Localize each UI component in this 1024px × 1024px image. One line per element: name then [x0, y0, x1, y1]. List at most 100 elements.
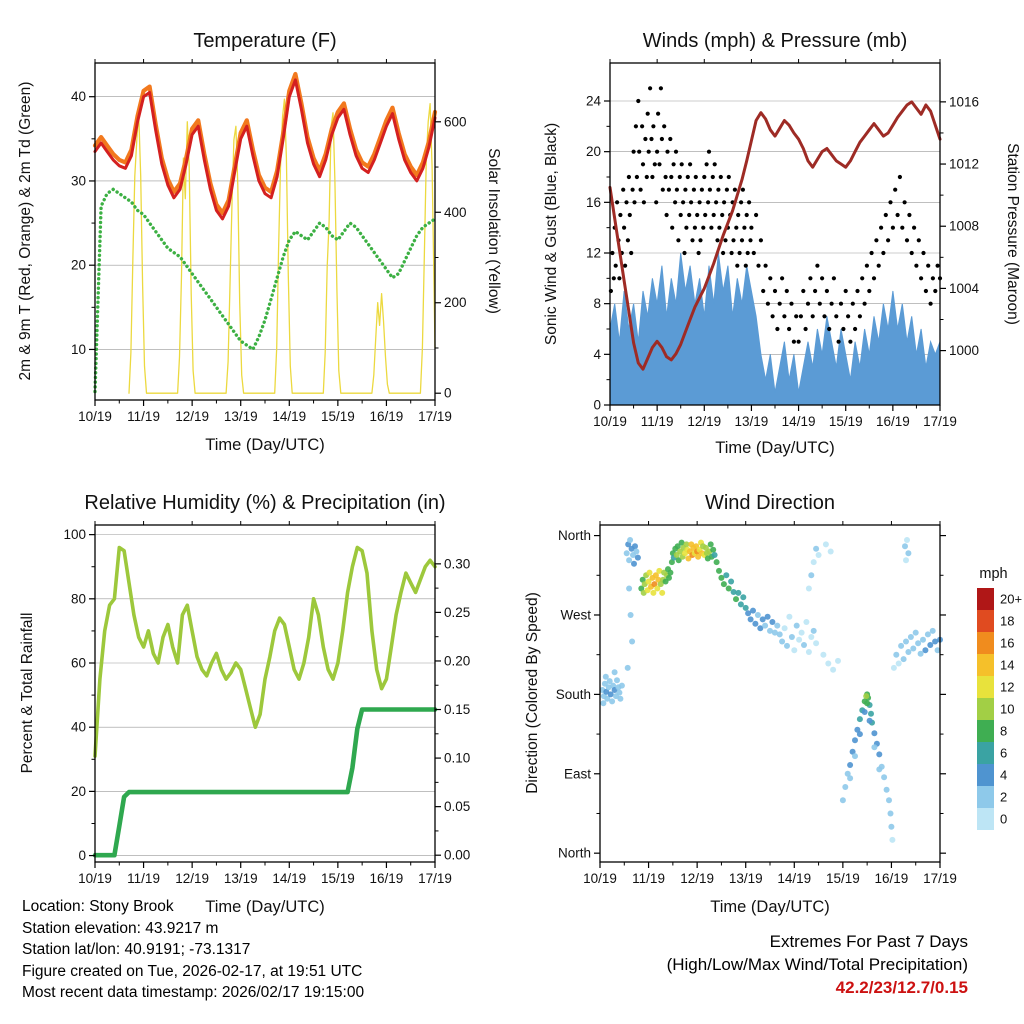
svg-text:North: North: [558, 846, 591, 861]
svg-text:16/19: 16/19: [875, 871, 909, 886]
svg-text:15/19: 15/19: [321, 871, 355, 886]
extremes-values: 42.2/23/12.7/0.15: [835, 978, 968, 997]
svg-text:16/19: 16/19: [370, 409, 404, 424]
svg-text:1012: 1012: [949, 157, 979, 172]
svg-text:60: 60: [71, 656, 86, 671]
svg-text:12/19: 12/19: [680, 871, 714, 886]
svg-text:0.30: 0.30: [444, 556, 470, 571]
svg-text:10/19: 10/19: [593, 414, 627, 429]
svg-text:4: 4: [1000, 768, 1007, 783]
svg-text:1016: 1016: [949, 94, 979, 109]
svg-text:Relative Humidity (%) & Precip: Relative Humidity (%) & Precipitation (i…: [84, 492, 445, 514]
svg-text:10/19: 10/19: [78, 409, 112, 424]
svg-text:17/19: 17/19: [418, 409, 452, 424]
svg-text:0: 0: [593, 398, 601, 413]
svg-text:Temperature (F): Temperature (F): [193, 30, 336, 52]
svg-text:1004: 1004: [949, 281, 980, 296]
svg-text:17/19: 17/19: [923, 414, 957, 429]
svg-text:0: 0: [444, 386, 452, 401]
svg-text:14/19: 14/19: [272, 409, 306, 424]
svg-text:14/19: 14/19: [777, 871, 811, 886]
svg-text:East: East: [564, 766, 591, 781]
svg-text:11/19: 11/19: [632, 871, 665, 886]
svg-text:13/19: 13/19: [735, 414, 769, 429]
svg-text:13/19: 13/19: [729, 871, 763, 886]
svg-text:Direction (Colored By Speed): Direction (Colored By Speed): [524, 592, 541, 794]
svg-text:Time (Day/UTC): Time (Day/UTC): [710, 898, 829, 916]
winds-chart: 10/19 11/19 12/19 13/19 14/19 15/19 16/19 17/19…: [543, 30, 1021, 457]
station-info-elevation: Station elevation: 43.9217 m: [22, 919, 219, 937]
svg-text:Sonic Wind & Gust (Blue, Black: Sonic Wind & Gust (Blue, Black): [543, 123, 560, 345]
svg-text:11/19: 11/19: [127, 871, 160, 886]
svg-text:Winds (mph) & Pressure (mb): Winds (mph) & Pressure (mb): [643, 30, 908, 52]
svg-text:12/19: 12/19: [175, 871, 209, 886]
svg-text:0.05: 0.05: [444, 799, 470, 814]
svg-text:13/19: 13/19: [224, 871, 258, 886]
svg-text:20: 20: [586, 144, 601, 159]
svg-text:12/19: 12/19: [175, 409, 209, 424]
svg-text:24: 24: [586, 94, 602, 109]
svg-text:80: 80: [71, 591, 86, 606]
svg-text:15/19: 15/19: [829, 414, 863, 429]
svg-text:14/19: 14/19: [272, 871, 306, 886]
svg-text:13/19: 13/19: [224, 409, 258, 424]
svg-text:20: 20: [71, 784, 86, 799]
svg-text:14/19: 14/19: [782, 414, 816, 429]
svg-text:Wind Direction: Wind Direction: [705, 492, 835, 514]
svg-text:11/19: 11/19: [641, 414, 674, 429]
svg-text:18: 18: [1000, 614, 1014, 629]
svg-text:200: 200: [444, 295, 467, 310]
svg-text:6: 6: [1000, 746, 1007, 761]
humidity-chart: 10/19 11/19 12/19 13/19 14/19 15/19 16/19 17/19…: [19, 492, 470, 916]
svg-text:11/19: 11/19: [127, 409, 160, 424]
svg-text:0: 0: [78, 848, 86, 863]
station-info-latlon: Station lat/lon: 40.9191; -73.1317: [22, 941, 251, 958]
temperature-chart: 10/19 11/19 12/19 13/19 14/19 15/19 16/19 17/19…: [17, 30, 502, 454]
svg-text:Station Pressure (Maroon): Station Pressure (Maroon): [1004, 143, 1021, 325]
svg-text:0.15: 0.15: [444, 702, 470, 717]
svg-text:10/19: 10/19: [78, 871, 112, 886]
station-info-created: Figure created on Tue, 2026-02-17, at 19…: [22, 962, 363, 980]
svg-text:17/19: 17/19: [418, 871, 452, 886]
svg-text:40: 40: [71, 720, 86, 735]
svg-text:0.10: 0.10: [444, 751, 470, 766]
svg-text:8: 8: [1000, 724, 1007, 739]
svg-text:Time (Day/UTC): Time (Day/UTC): [715, 439, 834, 457]
svg-text:16: 16: [1000, 636, 1014, 651]
svg-text:0.20: 0.20: [444, 653, 470, 668]
svg-text:10: 10: [1000, 702, 1014, 717]
svg-text:16: 16: [586, 195, 601, 210]
svg-text:14: 14: [1000, 658, 1014, 673]
svg-text:10: 10: [71, 342, 86, 357]
svg-text:17/19: 17/19: [923, 871, 957, 886]
wind_direction-chart: 10/19 11/19 12/19 13/19 14/19 15/19 16/19 17/19…: [524, 492, 1022, 916]
svg-text:20: 20: [71, 258, 86, 273]
svg-text:400: 400: [444, 205, 467, 220]
svg-text:40: 40: [71, 89, 86, 104]
svg-text:100: 100: [63, 527, 86, 542]
svg-text:Time (Day/UTC): Time (Day/UTC): [205, 436, 324, 454]
svg-text:1000: 1000: [949, 343, 979, 358]
svg-text:12/19: 12/19: [687, 414, 721, 429]
svg-text:0.00: 0.00: [444, 848, 470, 863]
station-info-timestamp: Most recent data timestamp: 2026/02/17 1…: [22, 984, 365, 1001]
svg-text:12: 12: [1000, 680, 1014, 695]
extremes-title: Extremes For Past 7 Days: [769, 932, 968, 951]
svg-text:15/19: 15/19: [321, 409, 355, 424]
extremes-block: Extremes For Past 7 Days (High/Low/Max W…: [667, 930, 968, 999]
svg-text:15/19: 15/19: [826, 871, 860, 886]
station-info-location: Location: Stony Brook: [22, 898, 174, 915]
svg-text:600: 600: [444, 114, 467, 129]
svg-text:Percent & Total Rainfall: Percent & Total Rainfall: [19, 613, 36, 774]
svg-text:10/19: 10/19: [583, 871, 617, 886]
svg-text:16/19: 16/19: [370, 871, 404, 886]
svg-text:1008: 1008: [949, 219, 979, 234]
extremes-subtitle: (High/Low/Max Wind/Total Precipitation): [666, 955, 968, 974]
svg-text:20+: 20+: [1000, 592, 1022, 607]
svg-text:0: 0: [1000, 812, 1007, 827]
station-info: Location: Stony Brook Station elevation:…: [22, 896, 364, 1004]
svg-text:0.25: 0.25: [444, 605, 470, 620]
svg-text:Time (Day/UTC): Time (Day/UTC): [205, 898, 324, 916]
